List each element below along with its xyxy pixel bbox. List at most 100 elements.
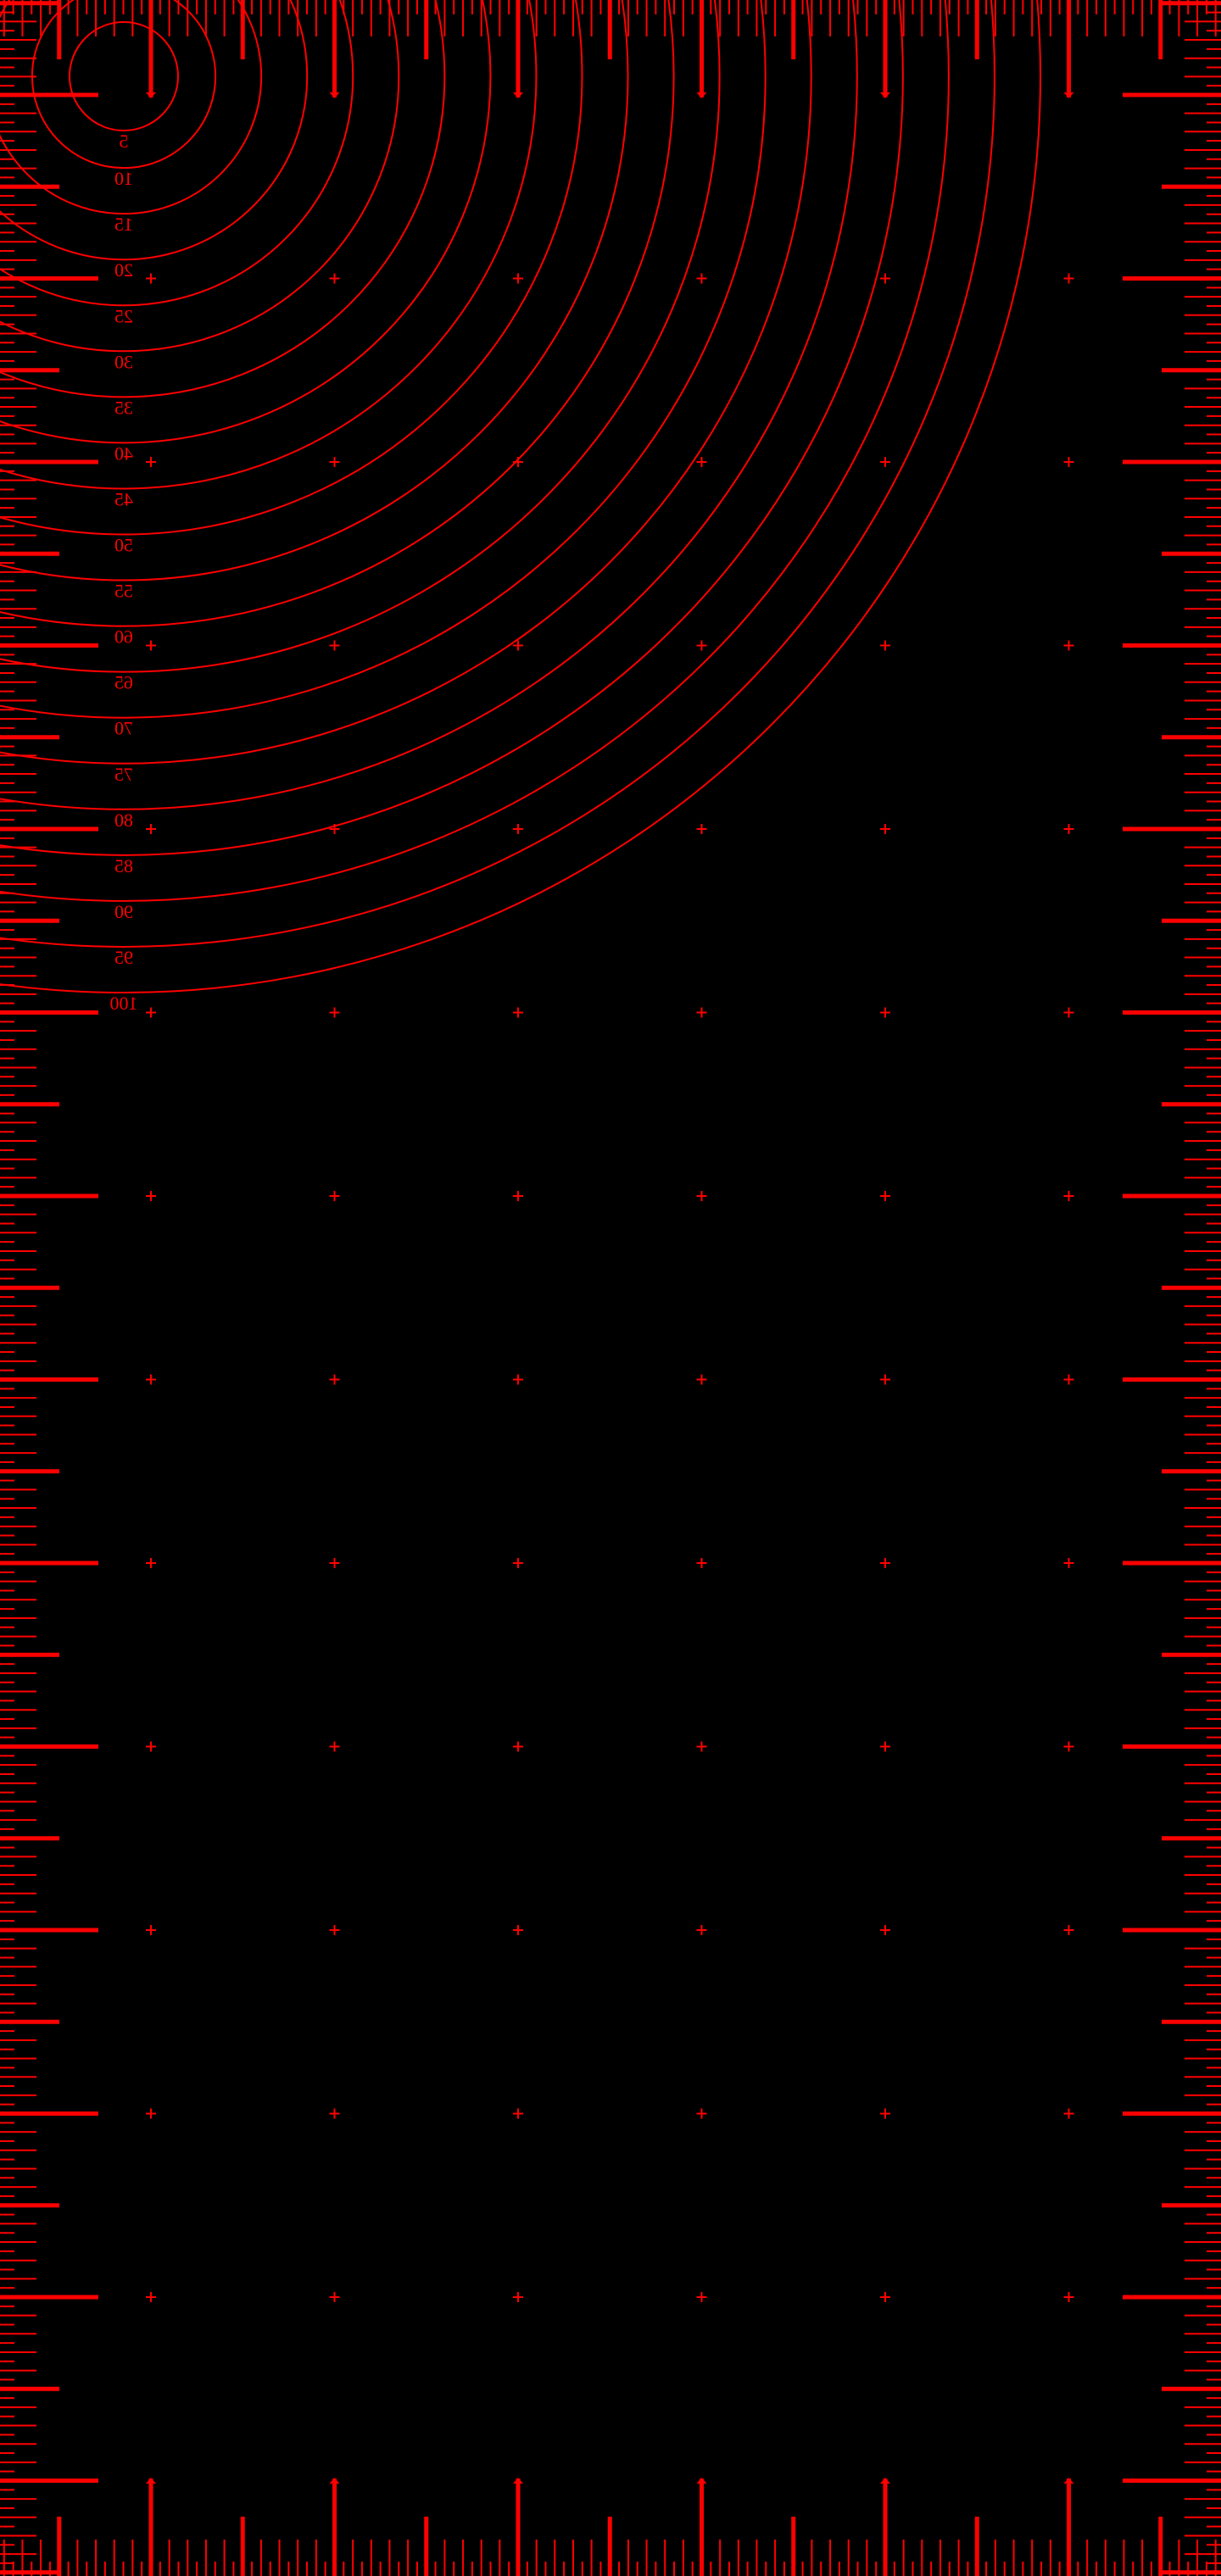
cross-marker xyxy=(513,1374,523,1385)
cross-marker xyxy=(696,1558,707,1568)
arrow-up-icon xyxy=(513,2478,523,2484)
cross-marker xyxy=(146,273,156,284)
cross-marker xyxy=(513,1191,523,1201)
circle-20 xyxy=(0,0,309,261)
cross-marker xyxy=(329,273,340,284)
circle-50 xyxy=(0,0,583,536)
circle-75 xyxy=(0,0,812,765)
circle-10 xyxy=(31,0,217,170)
cross-marker xyxy=(880,824,890,834)
circle-label: 60 xyxy=(114,626,133,648)
circle-70 xyxy=(0,0,767,719)
circle-label: 55 xyxy=(114,581,133,602)
cross-marker xyxy=(880,1191,890,1201)
arrow-down-icon xyxy=(1063,92,1074,98)
arrow-up-icon xyxy=(146,2478,156,2484)
cross-marker xyxy=(1063,1191,1074,1201)
arrow-up-icon xyxy=(1063,2478,1074,2484)
circle-label: 80 xyxy=(114,810,133,831)
cross-marker xyxy=(880,2108,890,2119)
cross-marker xyxy=(146,1925,156,1935)
circle-label: 75 xyxy=(114,764,133,785)
cross-marker xyxy=(1063,273,1074,284)
cross-marker xyxy=(696,2108,707,2119)
cross-marker xyxy=(880,1558,890,1568)
circle-label: 100 xyxy=(110,993,138,1014)
cross-marker xyxy=(1063,1374,1074,1385)
circle-label: 25 xyxy=(114,305,133,326)
cross-marker xyxy=(513,824,523,834)
circle-label: 10 xyxy=(114,168,133,189)
circle-30 xyxy=(0,0,400,353)
circle-label: 90 xyxy=(114,901,133,922)
cross-marker xyxy=(696,2292,707,2302)
circle-80 xyxy=(0,0,858,810)
cross-marker xyxy=(880,1925,890,1935)
circle-95 xyxy=(0,0,995,948)
arrow-up-icon xyxy=(329,2478,340,2484)
circle-label: 65 xyxy=(114,672,133,693)
circle-label: 70 xyxy=(114,718,133,739)
cross-marker xyxy=(146,1007,156,1018)
arrow-down-icon xyxy=(513,92,523,98)
cross-marker xyxy=(880,640,890,651)
circle-45 xyxy=(0,0,538,490)
cross-marker xyxy=(1063,2108,1074,2119)
cross-marker xyxy=(513,1741,523,1752)
arrow-down-icon xyxy=(696,92,707,98)
circle-label: 50 xyxy=(114,535,133,556)
cross-marker xyxy=(329,1374,340,1385)
circle-labels: 5 10 15 20 25 30 35 40 45 50 55 60 65 70 75 80 85 90 95 100 xyxy=(110,131,138,1014)
cross-marker xyxy=(696,1925,707,1935)
cross-marker xyxy=(696,1007,707,1018)
circle-label: 30 xyxy=(114,351,133,372)
cross-marker xyxy=(880,1741,890,1752)
circle-60 xyxy=(0,0,675,627)
cross-marker xyxy=(696,1741,707,1752)
cross-marker xyxy=(146,2292,156,2302)
cross-marker xyxy=(513,640,523,651)
cross-marker xyxy=(329,640,340,651)
cross-marker xyxy=(696,1374,707,1385)
cross-marker xyxy=(513,2292,523,2302)
cross-marker xyxy=(146,1741,156,1752)
cross-marker xyxy=(146,1558,156,1568)
cross-marker xyxy=(1063,1741,1074,1752)
cross-marker xyxy=(146,1191,156,1201)
arrow-up-icon xyxy=(880,2478,890,2484)
arrow-down-icon xyxy=(146,92,156,98)
cross-marker xyxy=(1063,457,1074,467)
circle-label: 15 xyxy=(114,214,133,235)
circle-35 xyxy=(0,0,446,398)
cross-marker xyxy=(513,1925,523,1935)
cross-marker xyxy=(696,824,707,834)
arrow-down-icon xyxy=(880,92,890,98)
cross-marker xyxy=(696,1191,707,1201)
cross-marker xyxy=(1063,640,1074,651)
circle-55 xyxy=(0,0,629,581)
circle-90 xyxy=(0,0,950,902)
circle-label: 45 xyxy=(114,488,133,509)
circle-100 xyxy=(0,0,1041,993)
cross-marker xyxy=(146,1374,156,1385)
circle-25 xyxy=(0,0,354,307)
cross-marker xyxy=(146,457,156,467)
cross-marker xyxy=(329,1558,340,1568)
circle-label: 35 xyxy=(114,397,133,418)
cross-marker xyxy=(329,457,340,467)
circle-label: 85 xyxy=(114,855,133,876)
cross-marker xyxy=(329,2108,340,2119)
cross-marker xyxy=(329,2292,340,2302)
cross-marker xyxy=(1063,824,1074,834)
cross-marker xyxy=(1063,1007,1074,1018)
circle-85 xyxy=(0,0,904,856)
cross-marker xyxy=(880,273,890,284)
cross-marker xyxy=(696,273,707,284)
circle-label: 95 xyxy=(114,947,133,968)
cross-marker xyxy=(513,1007,523,1018)
cross-marker xyxy=(329,1191,340,1201)
cross-marker xyxy=(880,457,890,467)
arrow-down-icon xyxy=(329,92,340,98)
